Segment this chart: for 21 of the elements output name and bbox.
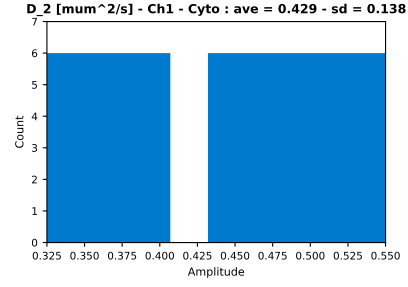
x-tick-label: 0.475 — [258, 252, 287, 260]
x-tick-label: 0.550 — [371, 252, 400, 260]
y-tick-label: 7 — [32, 18, 37, 26]
y-axis-title: Count — [15, 116, 24, 148]
x-axis-title: Amplitude — [188, 267, 244, 278]
x-tick-label: 0.425 — [183, 252, 212, 260]
x-tick-label: 0.375 — [108, 252, 136, 260]
x-tick-label: 0.400 — [146, 252, 174, 260]
y-tick-label: 0 — [32, 238, 38, 247]
x-tick-label: 0.450 — [220, 252, 250, 260]
x-tick-label: 0.350 — [70, 252, 99, 260]
x-tick-label: 0.500 — [296, 252, 325, 260]
chart-title: D_2 [mum^2/s] - Ch1 - Cyto : ave = 0.429 - sd = 0.138 — [27, 4, 406, 16]
y-tick-label: 5 — [32, 81, 37, 89]
x-tick-label: 0.525 — [334, 252, 362, 260]
y-tick-label: 1 — [32, 207, 37, 215]
y-tick-label: 2 — [32, 176, 37, 184]
x-tick-label: 0.325 — [32, 252, 61, 260]
y-tick-label: 3 — [32, 144, 38, 152]
y-tick-label: 4 — [32, 112, 38, 120]
y-tick-label: 6 — [32, 49, 38, 58]
